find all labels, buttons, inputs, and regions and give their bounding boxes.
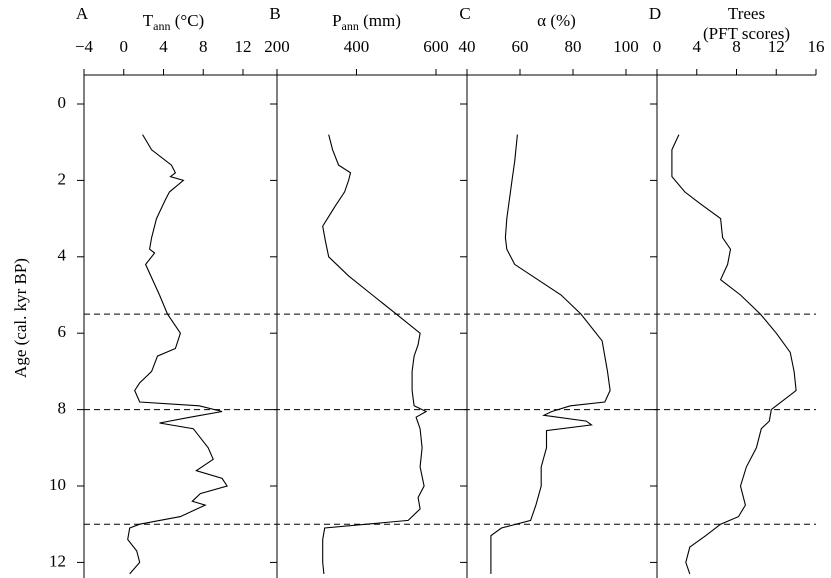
x-axis-label: α (%): [537, 11, 576, 30]
data-line: [671, 134, 797, 575]
x-axis-label: (PFT scores): [703, 24, 790, 43]
x-tick-label: 0: [653, 37, 662, 56]
x-tick-label: 8: [199, 37, 208, 56]
x-tick-label: −4: [75, 37, 94, 56]
x-tick-label: 200: [264, 37, 290, 56]
y-tick-label: 10: [49, 475, 66, 494]
x-axis-label-part: (°C): [171, 11, 205, 30]
x-tick-label: 400: [344, 37, 370, 56]
y-tick-label: 0: [58, 93, 67, 112]
x-tick-label: 16: [808, 37, 825, 56]
x-tick-label: 12: [235, 37, 252, 56]
data-line: [490, 134, 611, 574]
x-axis-label: Pann (mm): [332, 11, 401, 33]
panel-letter: C: [459, 4, 470, 23]
x-tick-label: 4: [159, 37, 168, 56]
x-tick-label: 600: [423, 37, 449, 56]
x-axis-label: Tann (°C): [143, 11, 204, 33]
y-tick-label: 12: [49, 551, 66, 570]
panel-letter: B: [269, 4, 280, 23]
x-tick-label: 80: [565, 37, 582, 56]
panel-letter: A: [76, 4, 89, 23]
y-tick-label: 8: [58, 399, 67, 418]
x-axis-label-part: T: [143, 11, 154, 30]
x-axis-label-part: ann: [342, 19, 359, 33]
panel-letter: D: [649, 4, 661, 23]
data-line: [322, 134, 428, 574]
x-axis-label: Trees: [728, 4, 765, 23]
x-tick-label: 0: [120, 37, 129, 56]
x-tick-label: 40: [459, 37, 476, 56]
x-tick-label: 8: [732, 37, 741, 56]
y-tick-label: 6: [58, 322, 67, 341]
y-tick-label: 2: [58, 169, 67, 188]
y-axis-label: Age (cal. kyr BP): [11, 258, 30, 378]
x-axis-label-part: P: [332, 11, 341, 30]
x-tick-label: 100: [613, 37, 639, 56]
x-tick-label: 60: [512, 37, 529, 56]
data-line: [127, 134, 228, 575]
y-tick-label: 4: [58, 246, 67, 265]
x-axis-label-part: ann: [153, 19, 170, 33]
x-tick-label: 12: [768, 37, 785, 56]
x-axis-label-part: (mm): [359, 11, 401, 30]
x-tick-label: 4: [693, 37, 702, 56]
